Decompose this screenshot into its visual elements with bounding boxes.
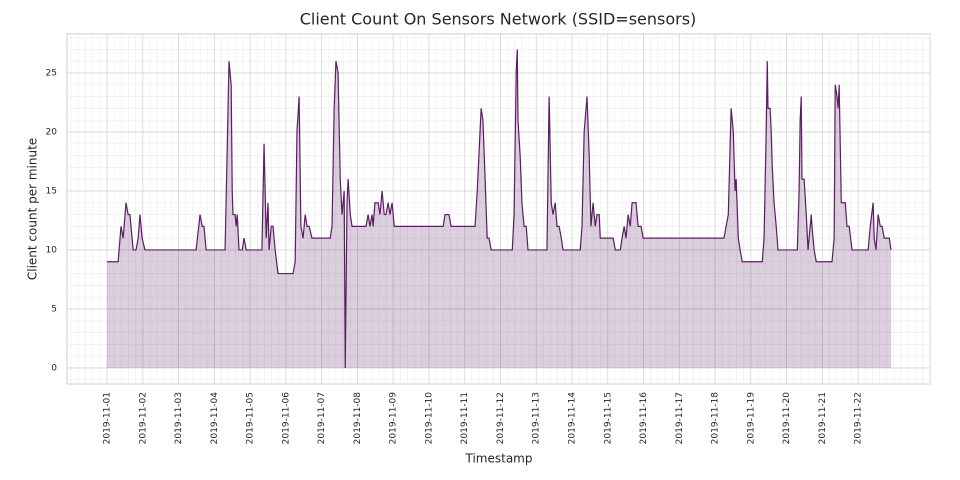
plot-area [66, 33, 931, 385]
x-tick-label: 2019-11-08 [353, 392, 363, 445]
x-tick-label: 2019-11-14 [567, 392, 577, 445]
y-axis-label: Client count per minute [26, 138, 40, 280]
x-tick-label: 2019-11-02 [138, 392, 148, 444]
x-tick-label: 2019-11-18 [711, 392, 721, 445]
area-fill [107, 49, 892, 368]
y-tick-label: 20 [46, 127, 58, 137]
x-tick-label: 2019-11-04 [210, 392, 220, 445]
x-tick-label: 2019-11-03 [174, 392, 184, 444]
x-tick-label: 2019-11-15 [603, 392, 613, 444]
x-tick-label: 2019-11-12 [496, 392, 506, 444]
x-tick-label: 2019-11-07 [317, 392, 327, 444]
x-tick-label: 2019-11-10 [424, 392, 434, 445]
y-tick-label: 0 [51, 363, 57, 373]
x-tick-label: 2019-11-16 [639, 392, 649, 445]
y-tick-label: 5 [51, 304, 57, 314]
x-tick-label: 2019-11-01 [103, 392, 113, 444]
x-tick-label: 2019-11-19 [746, 392, 756, 445]
x-tick-label: 2019-11-22 [854, 392, 864, 444]
x-tick-label: 2019-11-17 [675, 392, 685, 444]
x-axis-label: Timestamp [465, 452, 533, 466]
x-tick-label: 2019-11-13 [532, 392, 542, 444]
x-tick-label: 2019-11-21 [818, 392, 828, 444]
y-tick-label: 10 [46, 245, 58, 255]
x-tick-label: 2019-11-06 [281, 392, 291, 445]
chart-title: Client Count On Sensors Network (SSID=se… [300, 10, 697, 29]
line [107, 49, 892, 368]
x-tick-label: 2019-11-20 [782, 392, 792, 445]
x-tick-label: 2019-11-09 [389, 392, 399, 445]
y-tick-label: 25 [46, 68, 57, 78]
x-tick-label: 2019-11-11 [460, 392, 470, 444]
x-tick-label: 2019-11-05 [246, 392, 256, 444]
y-tick-label: 15 [46, 186, 57, 196]
